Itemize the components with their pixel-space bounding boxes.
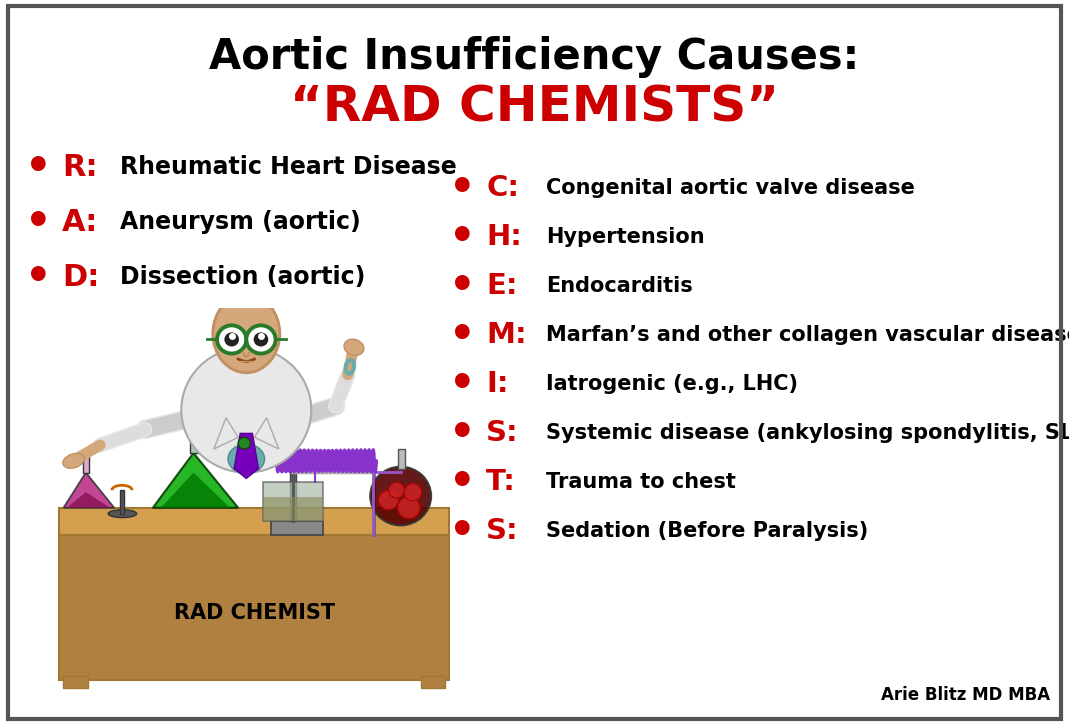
Text: D:: D: — [62, 262, 99, 291]
Bar — [121, 490, 124, 513]
Text: C:: C: — [486, 174, 520, 202]
Circle shape — [378, 490, 399, 510]
Text: Arie Blitz MD MBA: Arie Blitz MD MBA — [881, 686, 1050, 704]
Text: Hypertension: Hypertension — [546, 227, 704, 247]
Polygon shape — [214, 418, 238, 449]
Ellipse shape — [344, 339, 363, 355]
Circle shape — [238, 437, 250, 449]
Text: Trauma to chest: Trauma to chest — [546, 472, 735, 492]
Text: •: • — [25, 201, 51, 243]
Ellipse shape — [182, 347, 311, 473]
Polygon shape — [60, 535, 449, 680]
Text: I:: I: — [486, 370, 509, 398]
FancyBboxPatch shape — [263, 482, 324, 521]
Circle shape — [398, 497, 420, 519]
Text: •: • — [449, 314, 476, 356]
Polygon shape — [66, 492, 110, 507]
Text: E:: E: — [486, 272, 517, 300]
Circle shape — [388, 482, 405, 498]
Text: •: • — [449, 265, 476, 307]
Bar — [398, 449, 405, 468]
Text: Dissection (aortic): Dissection (aortic) — [120, 265, 366, 289]
Text: S:: S: — [486, 517, 518, 545]
Text: Marfan’s and other collagen vascular disease: Marfan’s and other collagen vascular dis… — [546, 325, 1069, 345]
Text: H:: H: — [486, 223, 522, 251]
Text: Congenital aortic valve disease: Congenital aortic valve disease — [546, 178, 915, 198]
Text: Endocarditis: Endocarditis — [546, 276, 693, 296]
Text: •: • — [449, 412, 476, 454]
Circle shape — [253, 332, 268, 347]
Polygon shape — [63, 473, 114, 508]
Bar — [290, 412, 296, 521]
Text: •: • — [25, 146, 51, 188]
Polygon shape — [234, 434, 259, 478]
Text: Rheumatic Heart Disease: Rheumatic Heart Disease — [120, 155, 456, 179]
Text: RAD CHEMIST: RAD CHEMIST — [174, 603, 335, 624]
Polygon shape — [153, 453, 238, 507]
Ellipse shape — [108, 510, 137, 518]
Bar — [190, 428, 198, 453]
Circle shape — [246, 326, 276, 354]
Text: •: • — [449, 510, 476, 552]
Bar — [63, 676, 88, 688]
Text: •: • — [25, 256, 51, 298]
Circle shape — [404, 484, 422, 501]
Circle shape — [224, 332, 239, 347]
Bar — [270, 521, 324, 535]
Text: A:: A: — [62, 207, 98, 236]
Text: Aneurysm (aortic): Aneurysm (aortic) — [120, 210, 360, 234]
Text: M:: M: — [486, 321, 527, 349]
Text: •: • — [449, 363, 476, 405]
Text: •: • — [449, 216, 476, 258]
Text: “RAD CHEMISTS”: “RAD CHEMISTS” — [290, 83, 778, 131]
Ellipse shape — [63, 453, 84, 468]
Text: T:: T: — [486, 468, 516, 496]
Ellipse shape — [370, 467, 431, 526]
Bar — [421, 676, 446, 688]
Text: Iatrogenic (e.g., LHC): Iatrogenic (e.g., LHC) — [546, 374, 797, 394]
Polygon shape — [60, 507, 449, 535]
Ellipse shape — [228, 444, 265, 473]
Polygon shape — [254, 418, 279, 449]
Bar — [83, 451, 90, 473]
Text: •: • — [449, 461, 476, 503]
Ellipse shape — [213, 294, 280, 373]
Text: •: • — [449, 167, 476, 209]
Polygon shape — [161, 473, 230, 508]
FancyBboxPatch shape — [263, 497, 323, 521]
Text: Sedation (Before Paralysis): Sedation (Before Paralysis) — [546, 521, 868, 541]
Text: R:: R: — [62, 152, 97, 181]
Circle shape — [217, 326, 246, 354]
Text: Systemic disease (ankylosing spondylitis, SLE): Systemic disease (ankylosing spondylitis… — [546, 423, 1069, 443]
Text: Aortic Insufficiency Causes:: Aortic Insufficiency Causes: — [208, 36, 859, 78]
Text: S:: S: — [486, 419, 518, 447]
